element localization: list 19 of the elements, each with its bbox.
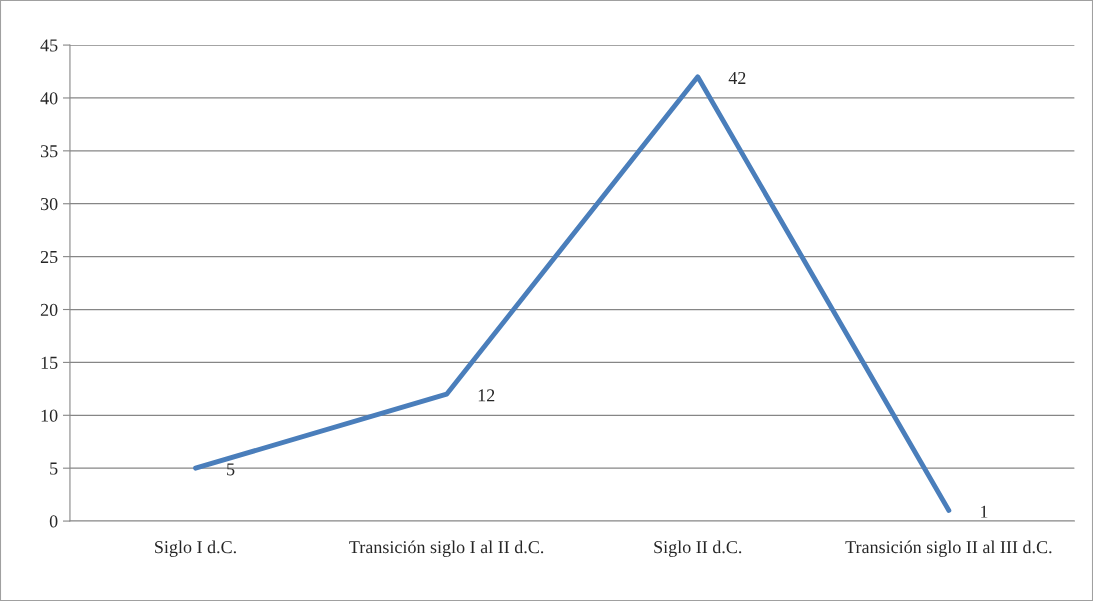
y-tick-label: 35 [40, 145, 58, 158]
x-tick-label: Siglo I d.C. [155, 540, 236, 557]
x-tick-label: Siglo II d.C. [654, 540, 742, 557]
x-tick-label: Transición siglo II al III d.C. [845, 540, 1052, 557]
data-label: 1 [981, 505, 988, 518]
y-tick-label: 30 [40, 198, 58, 211]
data-label: 42 [728, 71, 746, 84]
y-tick-label: 20 [40, 303, 58, 316]
data-label: 5 [227, 463, 235, 476]
y-tick-label: 0 [49, 515, 58, 528]
y-tick-label: 5 [50, 462, 58, 475]
y-tick-label: 40 [40, 92, 58, 105]
y-tick-label: 25 [40, 250, 58, 264]
line-series [193, 74, 952, 513]
y-tick-label: 10 [41, 409, 58, 422]
data-label: 12 [478, 389, 495, 402]
y-tick-label: 45 [40, 39, 58, 52]
y-tick-label: 15 [41, 356, 58, 369]
x-tick-label: Transición siglo I al II d.C. [349, 540, 544, 557]
